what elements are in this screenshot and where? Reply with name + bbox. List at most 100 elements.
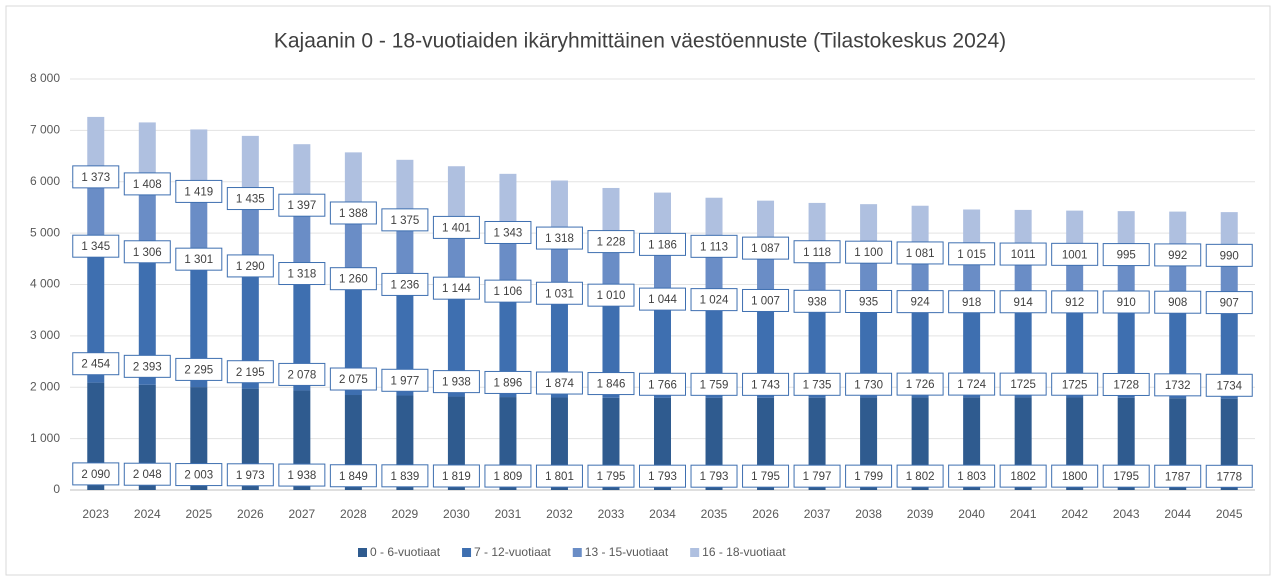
value-label: 1 799 bbox=[854, 471, 883, 483]
value-label: 1 044 bbox=[648, 294, 677, 306]
value-label: 1 819 bbox=[442, 471, 471, 483]
value-label-box bbox=[999, 290, 1047, 314]
value-label: 2 090 bbox=[81, 469, 110, 481]
value-label: 1 290 bbox=[236, 261, 265, 273]
value-label: 935 bbox=[859, 297, 878, 309]
y-tick-label: 8 000 bbox=[30, 71, 60, 85]
value-label: 1 236 bbox=[391, 279, 420, 291]
legend-swatch bbox=[358, 548, 367, 557]
value-label: 1 809 bbox=[494, 471, 523, 483]
value-label-box bbox=[793, 240, 841, 264]
y-tick-label: 5 000 bbox=[30, 225, 60, 239]
value-label-box bbox=[845, 372, 893, 396]
legend-label: 16 - 18-vuotiaat bbox=[702, 545, 786, 559]
value-label: 1 144 bbox=[442, 283, 471, 295]
x-tick-label: 2042 bbox=[1061, 507, 1088, 521]
value-label: 1 973 bbox=[236, 470, 265, 482]
value-label-box bbox=[1205, 464, 1253, 488]
value-label-box bbox=[484, 279, 532, 303]
value-label: 1800 bbox=[1062, 471, 1088, 483]
value-label-box bbox=[226, 254, 274, 278]
value-label: 1 419 bbox=[184, 186, 213, 198]
value-label-box bbox=[1154, 373, 1202, 397]
value-label-box bbox=[639, 464, 686, 488]
value-label: 1725 bbox=[1010, 379, 1036, 391]
value-label-box bbox=[1051, 464, 1099, 488]
value-label-box bbox=[690, 372, 738, 396]
value-label: 1734 bbox=[1216, 380, 1242, 392]
value-label-box bbox=[432, 370, 480, 394]
value-label-box bbox=[123, 354, 171, 378]
y-tick-label: 1 000 bbox=[30, 431, 60, 445]
value-label-box bbox=[896, 464, 944, 488]
value-label-box bbox=[72, 165, 120, 189]
value-label-box bbox=[226, 187, 274, 211]
x-tick-label: 2037 bbox=[804, 507, 831, 521]
value-label-box bbox=[1154, 243, 1202, 267]
value-label: 1 260 bbox=[339, 274, 368, 286]
value-label: 1 345 bbox=[81, 241, 110, 253]
value-label-box bbox=[793, 372, 841, 396]
x-tick-label: 2027 bbox=[288, 507, 315, 521]
value-label: 1 802 bbox=[906, 471, 935, 483]
value-label-box bbox=[639, 287, 686, 311]
value-label-box bbox=[896, 372, 944, 396]
x-tick-label: 2041 bbox=[1010, 507, 1037, 521]
value-label: 1 301 bbox=[184, 254, 213, 266]
value-label-box bbox=[896, 241, 944, 265]
x-tick-label: 2031 bbox=[495, 507, 522, 521]
value-label-box bbox=[72, 462, 120, 486]
value-label-box bbox=[535, 371, 583, 395]
value-label-box bbox=[793, 464, 841, 488]
value-label-box bbox=[535, 226, 583, 250]
value-label: 1 874 bbox=[545, 378, 574, 390]
value-label: 1 118 bbox=[803, 247, 831, 259]
value-label: 1732 bbox=[1165, 380, 1191, 392]
value-label: 1 375 bbox=[391, 215, 420, 227]
value-label-box bbox=[72, 352, 120, 376]
value-label: 1 373 bbox=[81, 172, 110, 184]
y-tick-label: 3 000 bbox=[30, 328, 60, 342]
legend-swatch bbox=[690, 548, 700, 557]
value-label-box bbox=[742, 288, 790, 312]
value-label-box bbox=[999, 464, 1047, 488]
value-label-box bbox=[1205, 291, 1253, 315]
x-tick-label: 2032 bbox=[546, 507, 573, 521]
legend-swatch bbox=[572, 548, 582, 557]
value-label: 1 015 bbox=[957, 249, 986, 261]
value-label: 1 938 bbox=[287, 470, 316, 482]
value-label: 1787 bbox=[1165, 471, 1191, 483]
value-label: 1 730 bbox=[854, 379, 883, 391]
chart-title: Kajaanin 0 - 18-vuotiaiden ikäryhmittäin… bbox=[274, 30, 1006, 53]
legend-label: 13 - 15-vuotiaat bbox=[585, 545, 669, 559]
value-label-box bbox=[742, 372, 790, 396]
value-label: 1 306 bbox=[133, 247, 162, 259]
value-label-box bbox=[845, 464, 893, 488]
value-label-box bbox=[1102, 372, 1150, 396]
value-label-box bbox=[1154, 290, 1202, 314]
value-label: 908 bbox=[1168, 297, 1187, 309]
value-label: 992 bbox=[1168, 250, 1187, 262]
value-label-box bbox=[329, 464, 377, 488]
x-tick-label: 2024 bbox=[134, 507, 161, 521]
value-label: 1 318 bbox=[287, 269, 316, 281]
x-tick-label: 2033 bbox=[598, 507, 625, 521]
value-label: 1802 bbox=[1010, 471, 1036, 483]
value-label-box bbox=[278, 193, 326, 217]
x-tick-label: 2030 bbox=[443, 507, 470, 521]
value-label-box bbox=[381, 208, 429, 232]
x-tick-label: 2035 bbox=[701, 507, 728, 521]
value-label: 1 849 bbox=[339, 471, 368, 483]
value-label: 1 724 bbox=[957, 379, 986, 391]
value-label: 1 803 bbox=[957, 471, 986, 483]
value-label: 1 435 bbox=[236, 194, 265, 206]
value-label-box bbox=[1051, 372, 1099, 396]
value-label: 914 bbox=[1014, 297, 1034, 309]
value-label-box bbox=[484, 370, 532, 394]
value-label-box bbox=[278, 362, 326, 386]
value-label: 995 bbox=[1117, 250, 1136, 262]
value-label: 1778 bbox=[1216, 471, 1242, 483]
value-label: 1 839 bbox=[391, 471, 420, 483]
value-label: 1 846 bbox=[597, 379, 626, 391]
value-label-box bbox=[72, 234, 120, 258]
